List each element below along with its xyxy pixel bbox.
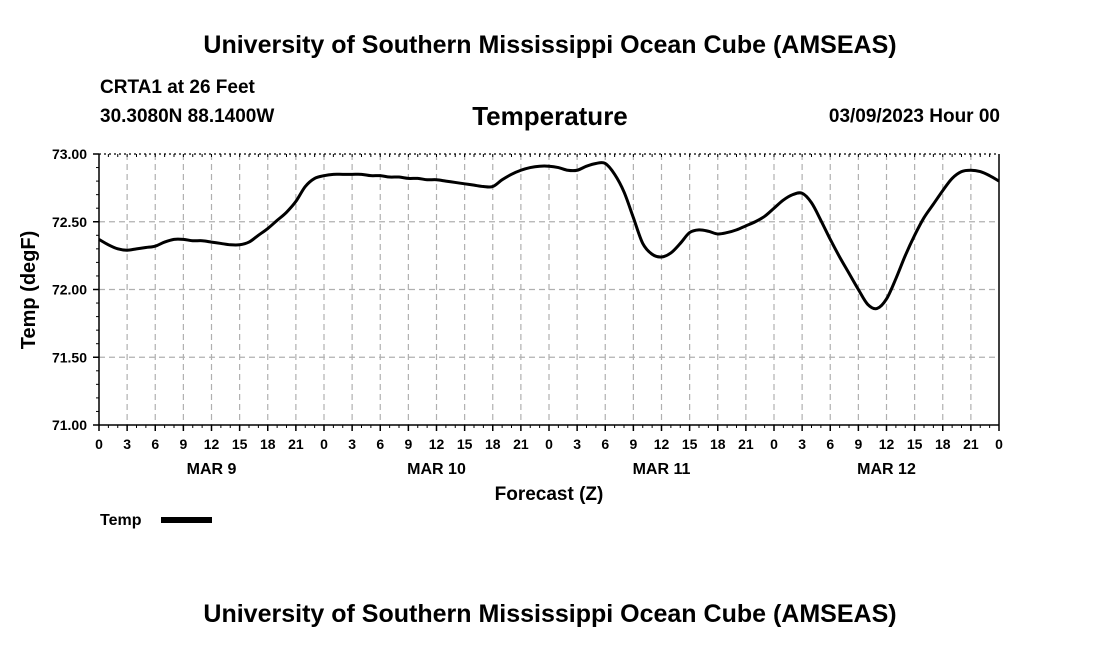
station-label: CRTA1 at 26 Feet xyxy=(100,77,255,98)
x-tick-label: 9 xyxy=(179,436,187,452)
x-tick-label: 18 xyxy=(485,436,501,452)
x-tick-label: 0 xyxy=(545,436,553,452)
x-tick-label: 3 xyxy=(798,436,806,452)
x-tick-label: 6 xyxy=(826,436,834,452)
series-line-temp xyxy=(98,161,1000,311)
label-layer: Temp (degF) Forecast (Z) Temp xyxy=(18,231,603,529)
y-tick-label: 73.00 xyxy=(52,146,87,162)
x-tick-label: 21 xyxy=(288,436,304,452)
x-tick-label: 18 xyxy=(260,436,276,452)
grid-layer xyxy=(99,153,999,425)
x-tick-label: 21 xyxy=(738,436,754,452)
x-tick-label: 0 xyxy=(95,436,103,452)
x-tick-label: 0 xyxy=(770,436,778,452)
x-axis-label: Forecast (Z) xyxy=(495,484,604,505)
x-tick-label: 15 xyxy=(457,436,473,452)
x-tick-label: 0 xyxy=(320,436,328,452)
x-tick-label: 9 xyxy=(404,436,412,452)
day-label: MAR 12 xyxy=(857,461,916,478)
x-tick-label: 15 xyxy=(907,436,923,452)
y-axis-label: Temp (degF) xyxy=(18,231,40,350)
y-tick-label: 71.50 xyxy=(52,349,87,365)
x-tick-label: 15 xyxy=(682,436,698,452)
variable-title: Temperature xyxy=(472,101,628,131)
y-tick-label: 71.00 xyxy=(52,417,87,433)
chart-title-bottom: University of Southern Mississippi Ocean… xyxy=(203,600,897,628)
chart-title-top: University of Southern Mississippi Ocean… xyxy=(203,31,897,59)
x-tick-label: 3 xyxy=(573,436,581,452)
x-tick-label: 3 xyxy=(123,436,131,452)
x-tick-label: 12 xyxy=(204,436,220,452)
day-label: MAR 9 xyxy=(187,461,237,478)
legend-swatch xyxy=(161,517,212,523)
forecast-run-date: 03/09/2023 Hour 00 xyxy=(828,106,1000,127)
x-tick-label: 9 xyxy=(854,436,862,452)
x-tick-label: 12 xyxy=(654,436,670,452)
day-label: MAR 10 xyxy=(407,461,466,478)
legend-label: Temp xyxy=(100,512,142,529)
x-tick-label: 21 xyxy=(963,436,979,452)
x-tick-label: 6 xyxy=(601,436,609,452)
y-tick-label: 72.50 xyxy=(52,214,87,230)
station-coordinates: 30.3080N 88.1400W xyxy=(100,106,275,127)
x-tick-label: 6 xyxy=(151,436,159,452)
x-tick-label: 12 xyxy=(429,436,445,452)
x-tick-label: 15 xyxy=(232,436,248,452)
x-tick-label: 12 xyxy=(879,436,895,452)
x-tick-label: 6 xyxy=(376,436,384,452)
x-tick-label: 21 xyxy=(513,436,529,452)
x-tick-label: 3 xyxy=(348,436,356,452)
day-label: MAR 11 xyxy=(633,461,691,478)
y-tick-label: 72.00 xyxy=(52,282,87,298)
data-layer xyxy=(98,161,1000,311)
x-tick-label: 18 xyxy=(935,436,951,452)
axis-layer: 71.00 71.50 72.00 72.50 73.00 0 3 6 9 12 15 18 21 0 3 6… xyxy=(52,146,1003,478)
x-tick-label: 9 xyxy=(629,436,637,452)
x-tick-label: 18 xyxy=(710,436,726,452)
x-tick-label: 0 xyxy=(995,436,1003,452)
